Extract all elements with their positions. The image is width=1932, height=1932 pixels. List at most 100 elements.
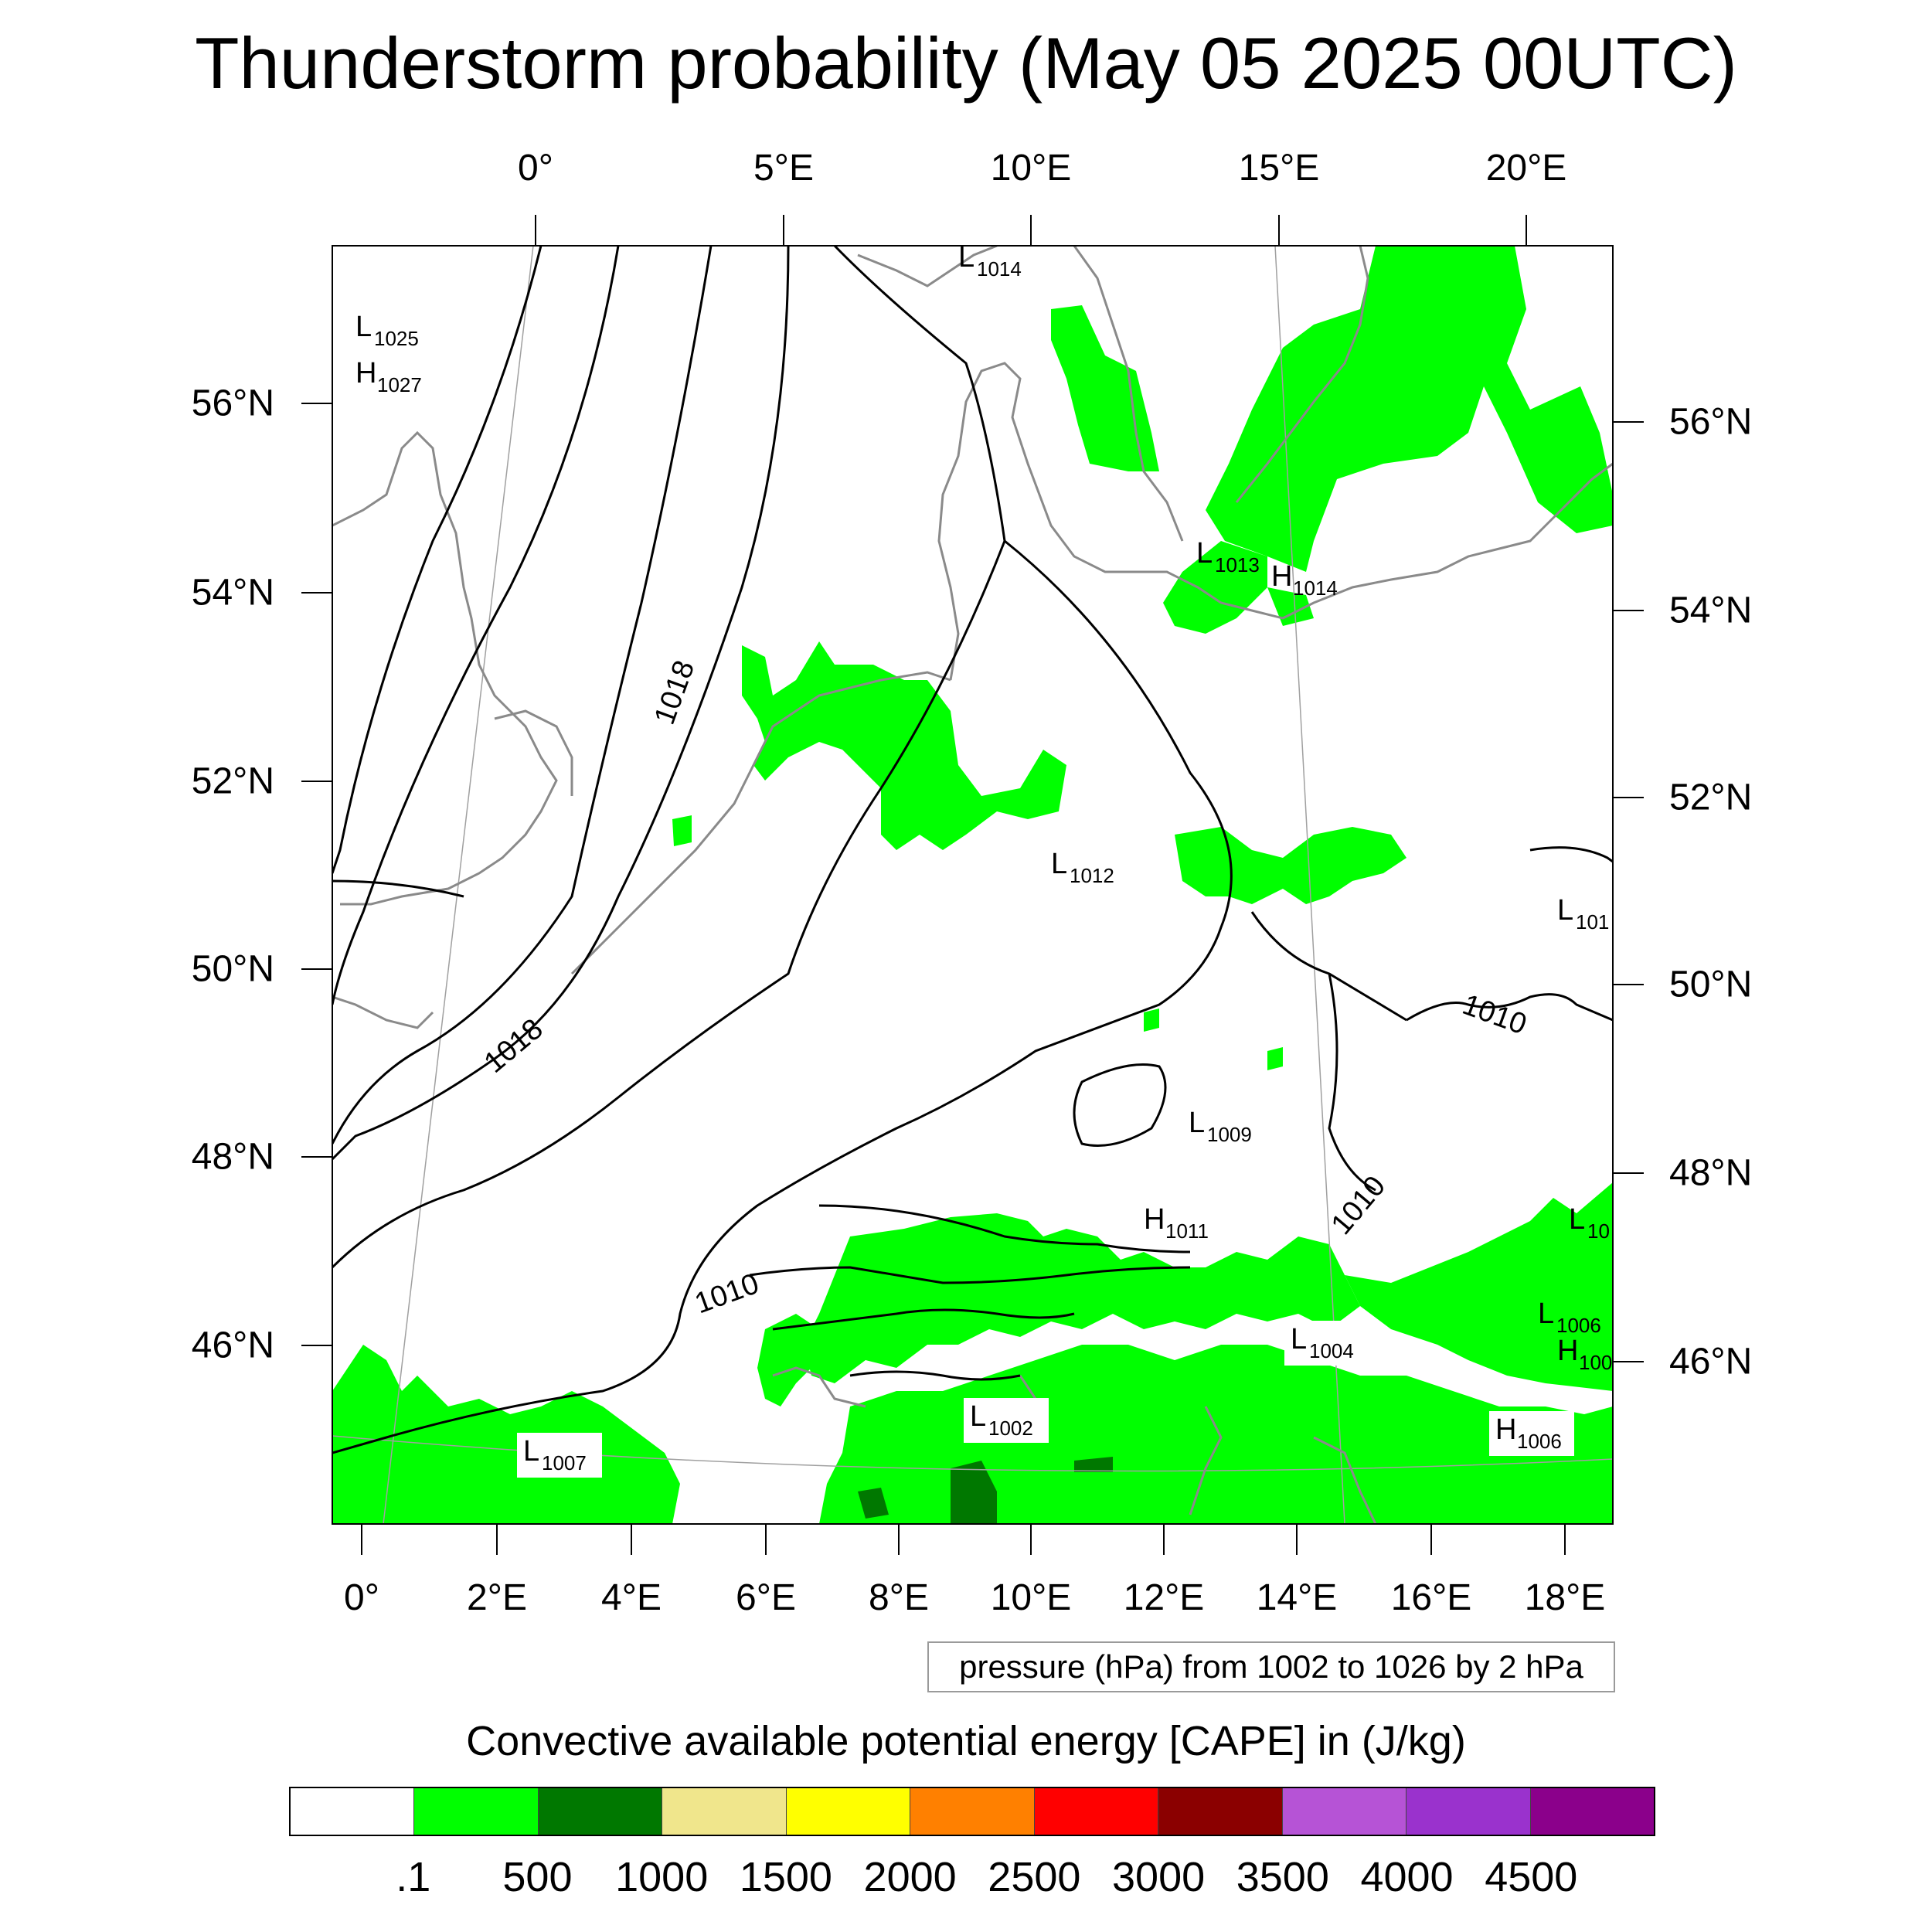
cape-area-strong-2 <box>858 1488 889 1519</box>
top-lon-label: 20°E <box>1485 148 1567 189</box>
pressure-center: H 1006 <box>1489 1411 1574 1456</box>
pressure-center: L 1006 <box>1538 1298 1601 1337</box>
colorbar-swatch <box>414 1788 539 1835</box>
colorbar-label: 1500 <box>739 1854 832 1900</box>
colorbar-swatch <box>1406 1788 1531 1835</box>
tick-marks <box>301 215 1644 1555</box>
svg-text:10: 10 <box>1587 1219 1610 1243</box>
colorbar-label: 2000 <box>863 1854 957 1900</box>
bottom-lon-label: 8°E <box>869 1577 929 1618</box>
bottom-lon-label: 18°E <box>1524 1577 1606 1618</box>
top-lon-label: 5°E <box>753 148 814 189</box>
colorbar-swatch <box>291 1788 415 1835</box>
bottom-lon-label: 6°E <box>736 1577 796 1618</box>
svg-text:1006: 1006 <box>1517 1430 1562 1453</box>
top-lon-label: 0° <box>518 148 553 189</box>
right-lat-label: 46°N <box>1669 1341 1753 1383</box>
svg-text:1009: 1009 <box>1207 1123 1252 1146</box>
cape-area-scandinavia <box>1206 246 1613 572</box>
colorbar-swatch <box>1282 1788 1407 1835</box>
right-lat-label: 48°N <box>1669 1152 1753 1194</box>
svg-text:H: H <box>1495 1413 1516 1446</box>
svg-text:L: L <box>1291 1323 1307 1355</box>
svg-text:L: L <box>970 1400 986 1433</box>
svg-text:1027: 1027 <box>377 373 422 396</box>
left-lat-label: 52°N <box>191 760 274 802</box>
pressure-center: L 101 <box>1557 894 1609 934</box>
left-lat-label: 46°N <box>191 1325 274 1366</box>
colorbar-label: 2500 <box>988 1854 1081 1900</box>
right-lat-label: 50°N <box>1669 964 1753 1005</box>
cape-area-austria-north <box>804 1213 1360 1383</box>
svg-text:L: L <box>1557 894 1573 927</box>
contour-label: 1010 <box>1458 988 1531 1041</box>
colorbar-swatch <box>1034 1788 1159 1835</box>
cape-areas-strong <box>858 1457 1113 1524</box>
svg-text:1014: 1014 <box>1293 577 1338 600</box>
colorbar-label: 3000 <box>1112 1854 1206 1900</box>
pressure-center: H 1011 <box>1144 1203 1209 1243</box>
svg-text:1006: 1006 <box>1556 1314 1601 1337</box>
colorbar-swatch <box>538 1788 663 1835</box>
contour-label: 1010 <box>1325 1170 1393 1241</box>
svg-text:1011: 1011 <box>1165 1219 1209 1243</box>
colorbar-swatch <box>786 1788 911 1835</box>
colorbar <box>289 1787 1655 1836</box>
cape-area-benelux-small <box>672 815 692 846</box>
cape-area-balkans <box>819 1345 1613 1524</box>
cape-area-netherlands <box>742 641 1066 850</box>
pressure-center: H 1014 <box>1271 560 1338 600</box>
svg-text:101: 101 <box>1576 910 1609 934</box>
svg-text:L: L <box>1538 1298 1554 1330</box>
cape-area-strong-1 <box>951 1461 997 1524</box>
top-lon-label: 15°E <box>1238 148 1320 189</box>
svg-text:1014: 1014 <box>977 257 1022 281</box>
cape-area-central <box>1144 1009 1159 1032</box>
bottom-lon-label: 4°E <box>601 1577 662 1618</box>
pressure-center: H 1027 <box>355 357 422 396</box>
pressure-center: L 10 <box>1569 1203 1610 1243</box>
colorbar-swatch <box>910 1788 1035 1835</box>
pressure-center: L 1025 <box>355 311 419 350</box>
colorbar-label: 3500 <box>1236 1854 1329 1900</box>
cape-area-hungary <box>1345 1182 1613 1391</box>
colorbar-swatch <box>1158 1788 1283 1835</box>
contour-label: 1010 <box>691 1267 764 1320</box>
coastlines <box>332 246 1613 1524</box>
bottom-lon-label: 10°E <box>990 1577 1072 1618</box>
svg-text:L: L <box>1189 1107 1205 1139</box>
right-lat-label: 54°N <box>1669 590 1753 631</box>
bottom-lon-label: 0° <box>344 1577 379 1618</box>
svg-text:1007: 1007 <box>542 1451 587 1475</box>
pressure-centers: L 1014 L 1025 H 1027 L 1013 H 1014 L 1012 L 101… <box>355 246 1612 1478</box>
bottom-lon-label: 12°E <box>1123 1577 1205 1618</box>
pressure-note: pressure (hPa) from 1002 to 1026 by 2 hP… <box>927 1641 1615 1692</box>
svg-text:1004: 1004 <box>1309 1339 1354 1362</box>
bottom-lon-label: 16°E <box>1390 1577 1472 1618</box>
cape-area-alps-west <box>757 1314 819 1406</box>
svg-text:1025: 1025 <box>374 327 419 350</box>
cape-area-bohemia <box>1267 1047 1283 1070</box>
colorbar-swatch <box>1530 1788 1654 1835</box>
left-lat-label: 50°N <box>191 948 274 990</box>
pressure-center: L 1002 <box>964 1398 1049 1443</box>
pressure-center: L 1012 <box>1051 848 1114 887</box>
colorbar-label: 500 <box>502 1854 573 1900</box>
pressure-center: L 1013 <box>1196 537 1260 577</box>
svg-text:1012: 1012 <box>1070 864 1114 887</box>
map-frame <box>332 245 1614 1525</box>
left-lat-label: 56°N <box>191 383 274 424</box>
svg-text:L: L <box>1569 1203 1585 1236</box>
svg-text:1013: 1013 <box>1215 553 1260 577</box>
cape-area-sweden-west <box>1051 305 1159 471</box>
page-title: Thunderstorm probability (May 05 2025 00… <box>195 22 1737 104</box>
cape-area-strong-3 <box>1074 1457 1113 1472</box>
svg-text:L: L <box>1051 848 1067 880</box>
svg-text:L: L <box>1196 537 1213 570</box>
colorbar-label: 4500 <box>1485 1854 1578 1900</box>
pressure-center: L 1014 <box>958 246 1022 281</box>
left-lat-label: 48°N <box>191 1136 274 1178</box>
pressure-center: L 1004 <box>1284 1321 1369 1366</box>
cape-area-france-south <box>332 1345 680 1524</box>
svg-text:H: H <box>1557 1335 1578 1367</box>
